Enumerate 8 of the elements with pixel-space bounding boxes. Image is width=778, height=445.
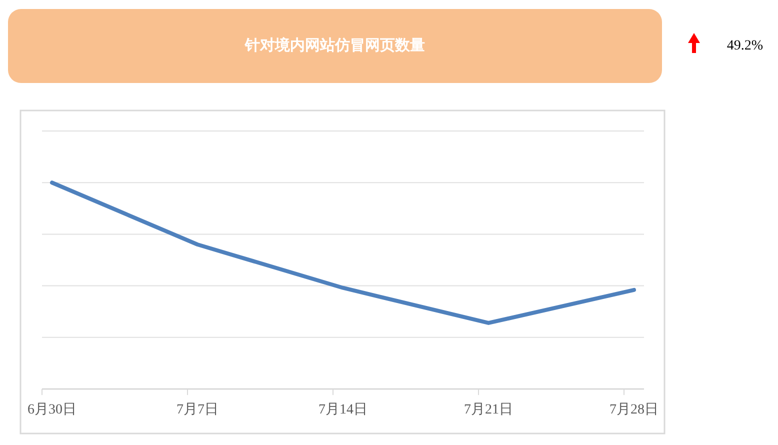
x-tick-label: 7月28日 (610, 402, 658, 418)
x-tick-label: 6月30日 (28, 402, 76, 418)
chart-title: 针对境内网站仿冒网页数量 (244, 36, 425, 54)
x-tick-label: 7月21日 (464, 402, 513, 418)
text: 49.2% (726, 38, 764, 54)
x-tick-label: 7月14日 (318, 402, 368, 418)
title: 针对境内网站仿冒网页数量 (8, 9, 662, 83)
x-tick-label: 7月7日 (176, 402, 218, 418)
